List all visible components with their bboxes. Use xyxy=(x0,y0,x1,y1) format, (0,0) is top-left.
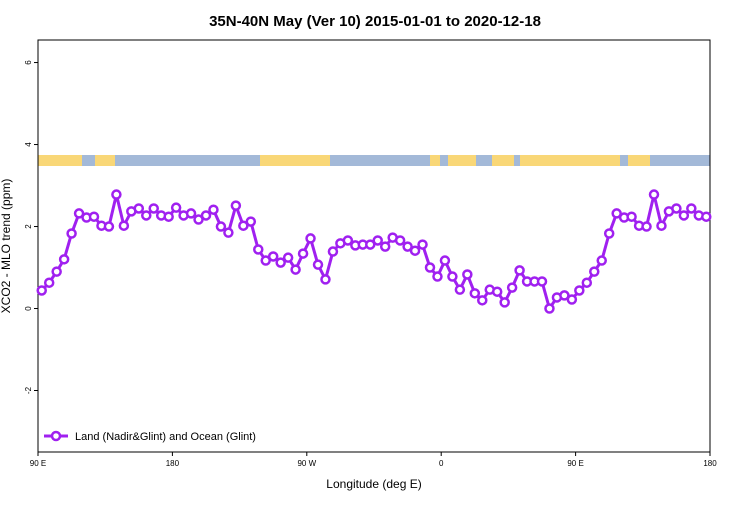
x-tick-label: 180 xyxy=(166,459,180,468)
data-point xyxy=(118,220,130,231)
data-point xyxy=(514,265,525,276)
data-point xyxy=(58,254,70,265)
data-point xyxy=(432,271,443,282)
y-tick-label: -2 xyxy=(24,386,33,394)
data-point xyxy=(462,269,473,280)
data-point xyxy=(454,284,466,295)
data-point xyxy=(477,295,488,306)
data-point xyxy=(506,282,518,293)
data-point xyxy=(245,216,257,227)
data-point xyxy=(566,294,578,305)
data-point xyxy=(372,235,383,246)
data-point xyxy=(648,189,660,200)
data-point xyxy=(342,235,354,246)
data-point xyxy=(312,259,324,270)
data-point xyxy=(424,262,436,273)
data-point xyxy=(133,203,145,214)
data-point xyxy=(66,228,77,239)
data-point xyxy=(51,266,62,277)
data-point xyxy=(141,210,152,221)
data-point xyxy=(581,277,593,288)
data-point xyxy=(701,211,712,222)
x-tick-label: 90 E xyxy=(30,459,46,468)
data-point xyxy=(596,255,607,266)
data-point xyxy=(208,204,219,215)
data-point xyxy=(686,203,697,214)
x-tick-label: 0 xyxy=(439,459,444,468)
data-point xyxy=(559,290,570,301)
data-point xyxy=(402,241,413,252)
data-point xyxy=(305,233,316,244)
y-tick-label: 2 xyxy=(24,224,33,229)
data-point xyxy=(253,244,264,255)
data-point xyxy=(447,271,458,282)
data-point xyxy=(678,210,690,221)
data-point xyxy=(36,285,47,296)
data-point xyxy=(589,266,600,277)
data-point xyxy=(417,239,428,250)
y-tick-label: 4 xyxy=(24,142,33,147)
data-point xyxy=(491,286,503,297)
data-point xyxy=(379,241,391,252)
legend-label: Land (Nadir&Glint) and Ocean (Glint) xyxy=(75,431,256,443)
data-point xyxy=(641,221,652,232)
data-point xyxy=(185,208,197,219)
data-point xyxy=(230,200,242,211)
data-point xyxy=(43,277,55,288)
data-point xyxy=(275,257,286,268)
data-point xyxy=(603,228,615,239)
data-point xyxy=(103,221,115,232)
data-point xyxy=(320,274,331,285)
data-point xyxy=(626,211,637,222)
data-point xyxy=(148,203,159,214)
data-point xyxy=(267,251,279,262)
data-point xyxy=(469,288,481,299)
data-point xyxy=(536,276,548,287)
land-ocean-strip xyxy=(38,155,710,166)
y-tick-label: 6 xyxy=(24,60,33,65)
data-point xyxy=(260,255,271,266)
data-point xyxy=(365,239,376,250)
x-tick-label: 90 E xyxy=(567,459,583,468)
y-axis-label: XCO2 - MLO trend (ppm) xyxy=(0,179,13,314)
x-tick-label: 90 W xyxy=(297,459,316,468)
data-point xyxy=(223,227,234,238)
data-point xyxy=(200,210,212,221)
x-tick-label: 180 xyxy=(703,459,717,468)
data-point xyxy=(671,203,682,214)
data-point xyxy=(111,189,122,200)
data-point xyxy=(409,245,421,256)
data-point xyxy=(73,208,85,219)
data-point xyxy=(611,208,622,219)
data-point xyxy=(290,264,301,275)
data-point xyxy=(499,297,510,308)
data-point xyxy=(327,246,339,257)
data-point xyxy=(394,235,406,246)
data-point xyxy=(656,220,667,231)
data-point xyxy=(544,303,555,314)
data-point xyxy=(297,248,309,259)
data-point xyxy=(215,221,227,232)
chart-title: 35N-40N May (Ver 10) 2015-01-01 to 2020-… xyxy=(209,13,541,30)
data-point xyxy=(163,211,174,222)
data-point xyxy=(238,220,249,231)
plot-frame xyxy=(37,39,711,453)
data-point xyxy=(439,255,451,266)
x-axis-label: Longitude (deg E) xyxy=(326,477,421,491)
data-point xyxy=(88,211,100,222)
data-point xyxy=(170,202,182,213)
y-tick-label: 0 xyxy=(24,306,33,311)
data-point xyxy=(282,252,294,263)
data-point xyxy=(574,285,585,296)
legend-marker xyxy=(50,430,62,442)
data-point xyxy=(193,214,204,225)
